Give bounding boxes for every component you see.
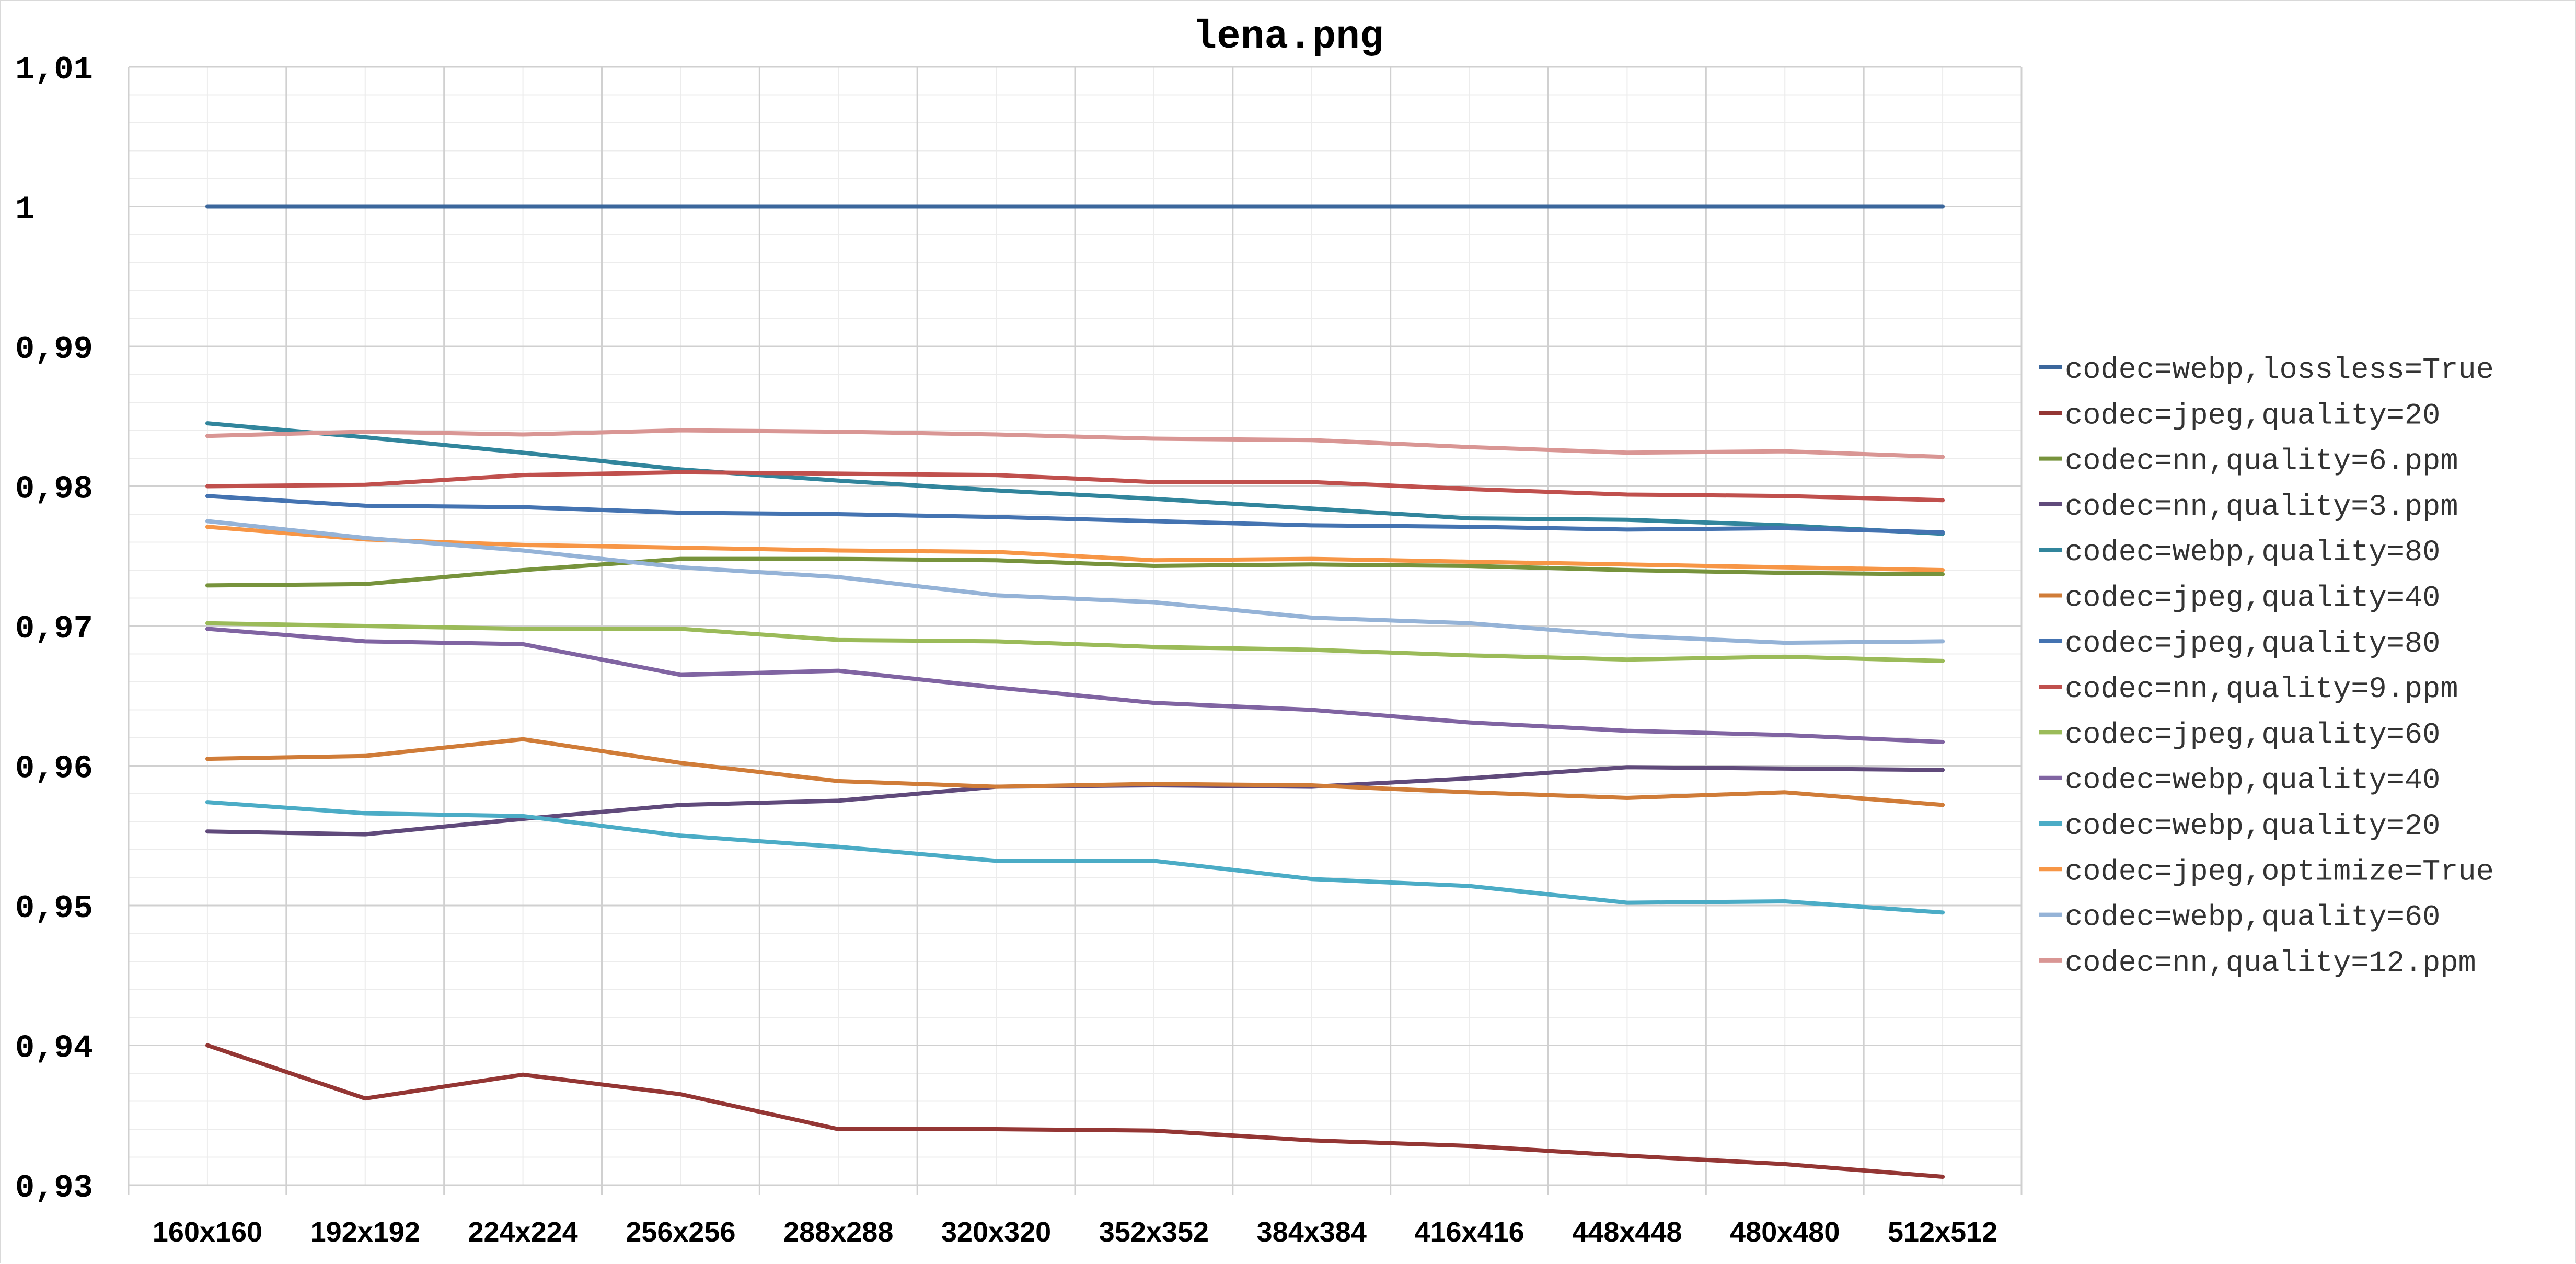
series-line-5: [205, 421, 1945, 536]
x-tick-label: 448x448: [1572, 1216, 1682, 1248]
x-tick-label: 352x352: [1099, 1216, 1209, 1248]
y-tick-label: 0,96: [15, 750, 93, 787]
legend-label: codec=jpeg,quality=60: [2065, 718, 2440, 752]
legend-label: codec=jpeg,quality=40: [2065, 582, 2440, 616]
x-tick-label: 224x224: [468, 1216, 577, 1248]
legend-label: codec=jpeg,quality=80: [2065, 628, 2440, 661]
y-tick-label: 1,01: [15, 51, 93, 88]
legend-label: codec=nn,quality=12.ppm: [2065, 947, 2476, 980]
legend-label: codec=webp,quality=60: [2065, 901, 2440, 935]
y-tick-label: 0,97: [15, 610, 93, 647]
y-axis-tick-labels: 1,01 1 0,99 0,98 0,97 0,96 0,95 0,94 0,93: [15, 51, 93, 1207]
x-axis-tick-labels: 160x160 192x192 224x224 256x256 288x288 320x3…: [153, 1216, 1997, 1248]
legend-label: codec=webp,quality=40: [2065, 764, 2440, 798]
series-line-13: [205, 519, 1945, 645]
x-tick-label: 288x288: [783, 1216, 893, 1248]
legend-label: codec=webp,quality=20: [2065, 810, 2440, 843]
legend-label: codec=nn,quality=6.ppm: [2065, 445, 2458, 479]
y-tick-label: 0,94: [15, 1030, 93, 1067]
series-line-12: [205, 525, 1945, 572]
x-tick-label: 416x416: [1414, 1216, 1524, 1248]
legend-label: codec=webp,quality=80: [2065, 536, 2440, 570]
x-tick-label: 160x160: [153, 1216, 262, 1248]
chart-title: lena.png: [1193, 15, 1384, 60]
series-lines: [205, 204, 1945, 1179]
y-tick-label: 0,93: [15, 1169, 93, 1207]
y-tick-label: 0,98: [15, 471, 93, 508]
x-tick-label: 512x512: [1888, 1216, 1997, 1248]
series-line-11: [205, 800, 1945, 915]
x-tick-label: 480x480: [1730, 1216, 1840, 1248]
y-tick-label: 1: [15, 191, 34, 228]
x-tick-label: 320x320: [941, 1216, 1051, 1248]
series-line-9: [205, 621, 1945, 663]
series-line-7: [205, 494, 1945, 535]
y-tick-label: 0,95: [15, 890, 93, 927]
legend: codec=webp,lossless=True codec=jpeg,quali…: [2039, 354, 2494, 980]
series-line-3: [205, 556, 1945, 588]
x-tick-label: 192x192: [310, 1216, 420, 1248]
series-line-2: [205, 1043, 1945, 1179]
series-line-10: [205, 627, 1945, 744]
legend-label: codec=jpeg,quality=20: [2065, 399, 2440, 433]
series-line-14: [205, 428, 1945, 459]
series-line-8: [205, 470, 1945, 503]
legend-label: codec=jpeg,optimize=True: [2065, 855, 2494, 889]
y-tick-label: 0,99: [15, 331, 93, 368]
x-tick-label: 384x384: [1257, 1216, 1367, 1248]
series-line-6: [205, 737, 1945, 807]
legend-label: codec=nn,quality=9.ppm: [2065, 673, 2458, 706]
x-tick-label: 256x256: [626, 1216, 735, 1248]
legend-label: codec=webp,lossless=True: [2065, 354, 2494, 387]
major-gridlines: [128, 66, 2023, 1195]
legend-label: codec=nn,quality=3.ppm: [2065, 491, 2458, 524]
